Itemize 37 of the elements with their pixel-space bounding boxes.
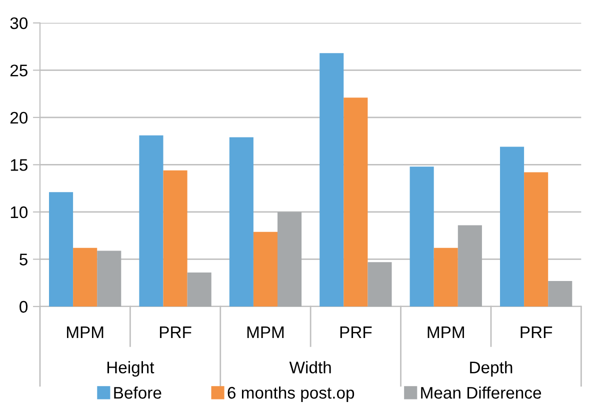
bar <box>278 212 302 306</box>
y-tick-label: 25 <box>10 64 28 76</box>
y-tick-label: 15 <box>10 159 28 171</box>
x-tick-label: MPM <box>247 326 284 338</box>
bar <box>139 135 164 306</box>
bar <box>320 53 344 306</box>
bar <box>253 232 278 306</box>
bar <box>524 172 548 306</box>
bar <box>410 166 434 306</box>
y-tick-label: 30 <box>10 17 28 30</box>
bar <box>500 146 524 306</box>
x-tick-label: MPM <box>67 326 104 338</box>
bar <box>548 280 572 306</box>
bar <box>163 170 188 306</box>
text: Height <box>107 361 154 377</box>
bar <box>344 98 368 306</box>
y-tick-label: 0 <box>20 300 28 313</box>
x-tick-label: PRF <box>340 326 372 338</box>
legend-label: 6 months post.op <box>228 386 354 402</box>
bar <box>368 262 392 306</box>
x-tick-label: PRF <box>520 326 552 338</box>
bar <box>434 248 458 306</box>
bar <box>73 248 98 306</box>
bar <box>458 225 482 306</box>
y-tick-label: 10 <box>10 206 28 218</box>
bar <box>187 272 212 306</box>
x-tick-label: MPM <box>428 326 464 338</box>
text: Depth <box>470 361 512 377</box>
bar <box>97 250 122 306</box>
bar <box>229 137 254 306</box>
y-tick-label: 5 <box>20 254 28 266</box>
legend-label: Mean Difference <box>421 386 542 399</box>
x-tick-label: PRF <box>160 326 192 338</box>
legend-label: Before <box>114 386 162 399</box>
y-tick-label: 20 <box>10 112 28 124</box>
text: Width <box>289 361 331 374</box>
bar <box>48 192 74 306</box>
